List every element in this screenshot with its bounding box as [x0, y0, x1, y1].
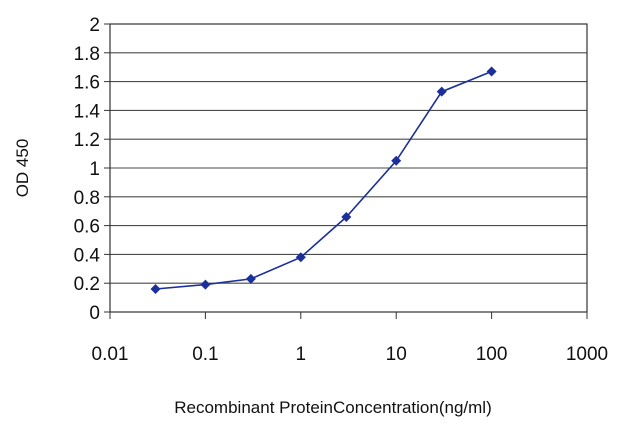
x-axis-ticks: 0.01 0.1 1 10 100 1000 — [92, 312, 608, 365]
data-point — [436, 86, 447, 97]
data-point — [245, 273, 256, 284]
y-tick-label: 1 — [89, 159, 100, 180]
y-tick-label: 2 — [89, 15, 100, 36]
y-axis-label: OD 450 — [13, 139, 32, 198]
y-tick-label: 0.6 — [74, 217, 100, 238]
data-series — [150, 66, 497, 294]
x-tick-label: 1 — [296, 344, 307, 365]
y-axis-ticks: 0 0.2 0.4 0.6 0.8 1 1.2 1.4 1.6 1.8 2 — [74, 15, 110, 324]
y-tick-label: 1.8 — [74, 44, 100, 65]
data-point — [150, 283, 161, 294]
x-tick-label: 10 — [386, 344, 407, 365]
y-tick-label: 1.4 — [74, 101, 101, 122]
grid-lines — [110, 23, 587, 313]
y-tick-label: 0 — [89, 303, 100, 324]
data-point — [391, 155, 402, 166]
data-point — [341, 211, 352, 222]
y-tick-label: 0.2 — [74, 274, 100, 295]
x-tick-label: 100 — [476, 344, 508, 365]
y-tick-label: 1.6 — [74, 73, 100, 94]
y-tick-label: 1.2 — [74, 130, 100, 151]
data-point — [295, 252, 306, 263]
series-line — [155, 70, 492, 290]
data-point — [200, 279, 211, 290]
data-point — [486, 66, 497, 77]
y-tick-label: 0.8 — [74, 188, 100, 209]
x-axis-label: Recombinant ProteinConcentration(ng/ml) — [174, 398, 492, 417]
x-tick-label: 0.1 — [192, 344, 218, 365]
y-tick-label: 0.4 — [74, 245, 101, 266]
x-tick-label: 0.01 — [92, 344, 129, 365]
x-tick-label: 1000 — [566, 344, 608, 365]
